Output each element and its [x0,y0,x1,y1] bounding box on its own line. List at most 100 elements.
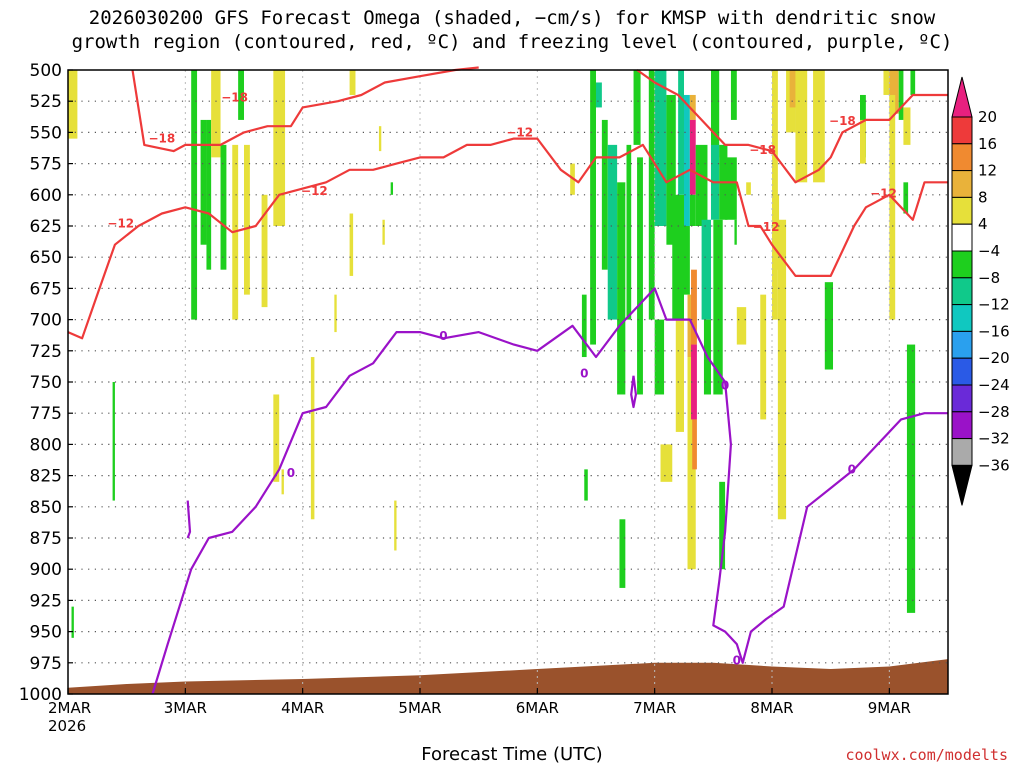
omega-cell-36 [654,70,667,226]
contour-label-8: −12 [753,220,780,234]
contour-line-4 [131,66,479,153]
omega-cell-39 [660,444,673,482]
omega-cell-48 [689,119,696,195]
x-tick-year-label: 2026 [48,717,86,735]
omega-cell-64 [736,307,747,345]
omega-cell-17 [349,70,356,95]
omega-cell-63 [734,219,737,245]
x-axis-title: Forecast Time (UTC) [421,744,603,765]
omega-cell-18 [349,213,354,276]
contour-label-0: −18 [221,90,248,104]
omega-cell-22 [394,500,397,551]
colorbar-label-0: 20 [978,108,997,126]
contour-lines [67,66,948,695]
colorbar-label-2: 12 [978,162,997,180]
colorbar-label-11: −28 [978,403,1010,421]
omega-cell-71 [789,70,796,108]
omega-cell-11 [261,194,268,308]
omega-cell-49 [689,194,696,226]
colorbar-segment-2 [951,143,973,172]
omega-cell-33 [633,70,641,145]
y-tick-label-825: 825 [30,467,62,487]
omega-cell-0 [68,70,78,139]
omega-cell-20 [382,219,385,245]
omega-cell-61 [725,157,737,220]
x-tick-label-7MAR: 7MAR [633,699,676,717]
omega-cell-41 [675,319,684,432]
omega-cell-16 [334,294,337,333]
contour-label-3: −12 [301,184,328,198]
contour-line-0 [151,287,948,695]
colorbar-label-12: −32 [978,430,1010,448]
omega-cell-82 [903,182,909,214]
colorbar-label-13: −36 [978,456,1010,474]
colorbar-label-3: 8 [978,188,988,206]
y-tick-label-600: 600 [30,186,62,206]
y-tick-label-900: 900 [30,560,62,580]
contour-labels: −18 −18 −12 −12 −12 −18 −18 −12 −12 0 0 0 0 0 0 [107,90,896,667]
omega-cell-52 [692,419,697,470]
omega-cell-84 [910,70,916,95]
omega-cell-27 [596,82,602,108]
omega-cell-7 [220,144,227,270]
omega-cell-34 [637,157,643,395]
contour-label-12: 0 [287,466,295,480]
colorbar: 20 16 12 8 4 −4 −8 −12 −16 −20 −24 −28 −32 −36 [951,76,1010,506]
omega-cell-77 [883,70,892,95]
contour-label-10: 0 [580,366,588,380]
colorbar-segment-4 [951,196,973,225]
omega-cell-66 [760,294,767,420]
y-tick-label-1000: 1000 [19,685,62,705]
x-tick-label-4MAR: 4MAR [281,699,324,717]
colorbar-arrow-bottom [951,464,973,506]
colorbar-segment-11 [951,384,973,413]
chart-title: 2026030200 GFS Forecast Omega (shaded, −… [0,6,1024,54]
contour-label-11: 0 [721,379,729,393]
omega-cell-53 [695,144,708,226]
y-tick-label-775: 775 [30,404,62,424]
omega-cell-1 [71,606,74,638]
contour-label-2: −12 [506,125,533,139]
colorbar-label-1: 16 [978,135,997,153]
colorbar-segment-13 [951,438,973,466]
colorbar-segment-5 [951,223,973,252]
x-tick-label-8MAR: 8MAR [750,699,793,717]
colorbar-arrow-top [951,76,973,118]
omega-cell-43 [684,94,690,227]
y-axis: 500 525 550 575 600 625 650 675 700 725 750 775 800 8… [19,61,73,705]
omega-cell-6 [211,70,221,158]
y-tick-label-525: 525 [30,92,62,112]
omega-cell-68 [774,194,780,270]
colorbar-segment-7 [951,277,973,306]
contour-label-13: 0 [848,462,856,476]
contour-line-2 [186,500,192,539]
contour-line-5 [636,69,948,184]
colorbar-segment-1 [951,116,973,145]
contour-label-14: 0 [733,653,741,667]
colorbar-segment-6 [951,250,973,279]
omega-cell-37 [654,319,665,395]
credit-text: coolwx.com/modelts [845,746,1008,764]
omega-cell-9 [238,70,244,120]
omega-cell-72 [795,70,808,183]
omega-cell-32 [626,144,632,320]
omega-cell-47 [689,94,696,120]
omega-cell-83 [906,344,916,613]
omega-cell-65 [746,182,751,195]
omega-cell-13 [273,394,280,482]
contour-label-9: 0 [439,329,447,343]
omega-cell-45 [687,294,694,358]
omega-cell-42 [678,70,684,195]
y-tick-label-700: 700 [30,311,62,331]
omega-cell-25 [584,469,588,501]
x-tick-label-6MAR: 6MAR [516,699,559,717]
y-tick-label-850: 850 [30,498,62,518]
y-tick-label-750: 750 [30,373,62,393]
y-tick-label-975: 975 [30,654,62,674]
colorbar-label-9: −20 [978,349,1010,367]
colorbar-label-6: −8 [978,269,1000,287]
omega-cell-46 [687,357,696,570]
colorbar-segment-9 [951,330,973,359]
x-tick-label-2MAR: 2MAR [48,699,91,717]
